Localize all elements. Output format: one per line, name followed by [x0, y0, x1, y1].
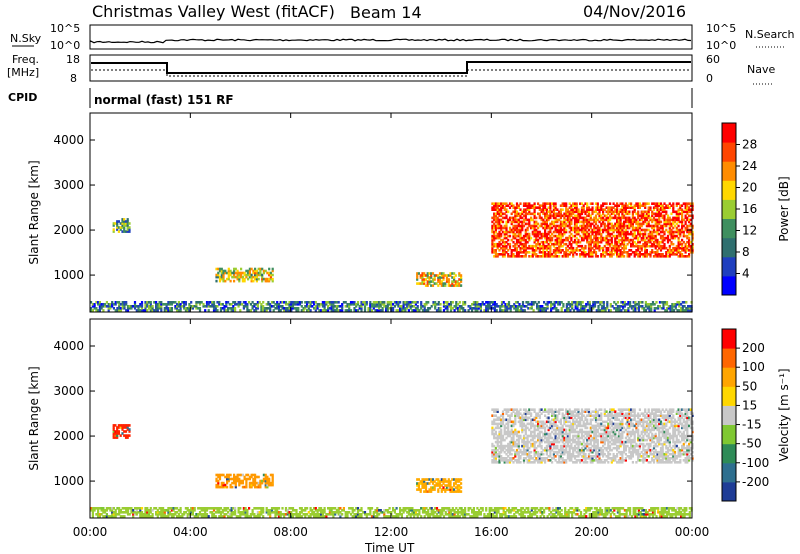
velocity-echo-region [90, 507, 693, 518]
velocity-colorbar-segment [722, 462, 736, 483]
velocity-y-tick-label: 2000 [53, 429, 84, 443]
power-echo-region [491, 202, 694, 258]
velocity-colorbar-segment [722, 348, 736, 368]
power-colorbar-tick-label: 24 [742, 159, 757, 173]
velocity-echo-region [416, 478, 463, 493]
nsky-trace [90, 38, 692, 44]
power-panel: 1000 2000 3000 4000 Slant Range [km] 28 24 20 16… [27, 112, 791, 313]
power-echo-region [416, 272, 463, 287]
velocity-colorbar-segment [722, 443, 736, 464]
velocity-y-tick-label: 3000 [53, 384, 84, 398]
power-colorbar-tick-label: 16 [742, 202, 757, 216]
velocity-y-tick-label: 4000 [53, 339, 84, 353]
freq-label-2: [MHz] [7, 66, 39, 79]
x-tick-label: 00:00 [675, 525, 710, 539]
nsearch-label: N.Search [745, 28, 795, 41]
power-y-tick-label: 3000 [53, 178, 84, 192]
nave-label: Nave [747, 63, 775, 76]
velocity-colorbar-segment [722, 481, 736, 502]
freq-panel [89, 54, 693, 82]
power-echo-region [90, 301, 693, 312]
velocity-colorbar-tick-label: 200 [742, 341, 765, 355]
velocity-colorbar-frame [721, 328, 737, 502]
velocity-colorbar-tick-label: 50 [742, 379, 757, 393]
power-colorbar-tick-label: 4 [742, 267, 750, 281]
velocity-y-tick-label: 1000 [53, 474, 84, 488]
velocity-colorbar-tick-label: -100 [742, 456, 769, 470]
nsearch-tick-top: 10^5 [706, 22, 736, 35]
velocity-colorbar-segment [722, 329, 736, 349]
power-y-tick-label: 1000 [53, 268, 84, 282]
velocity-colorbar-segment [722, 424, 736, 445]
freq-trace [91, 61, 691, 74]
power-colorbar-segment [722, 142, 736, 162]
velocity-colorbar-tick-label: -15 [742, 418, 762, 432]
velocity-colorbar-segment [722, 405, 736, 425]
x-tick-label: 16:00 [474, 525, 509, 539]
velocity-echo-region [112, 424, 131, 439]
power-plot-frame [89, 112, 693, 313]
cpid-value: normal (fast) 151 RF [94, 93, 234, 107]
velocity-colorbar-segment [722, 386, 736, 406]
power-y-tick-label: 4000 [53, 133, 84, 147]
power-colorbar-segment [722, 256, 736, 277]
beam-label: Beam 14 [350, 3, 422, 22]
velocity-colorbar-tick-label: 100 [742, 360, 765, 374]
nsearch-tick-bottom: 10^0 [706, 39, 736, 52]
power-echo-region [112, 218, 131, 233]
nave-tick-top: 60 [706, 53, 720, 66]
power-echo-region [215, 267, 274, 283]
power-colorbar-segment [722, 180, 736, 200]
power-colorbar-segment [722, 218, 736, 239]
power-colorbar-segment [722, 199, 736, 219]
velocity-echo-region [215, 473, 274, 489]
velocity-colorbar-tick-label: -50 [742, 437, 762, 451]
x-tick-label: 00:00 [73, 525, 108, 539]
power-colorbar-tick-label: 8 [742, 245, 750, 259]
freq-label-1: Freq. [12, 53, 39, 66]
x-tick-label: 04:00 [173, 525, 208, 539]
x-tick-label: 20:00 [574, 525, 609, 539]
nsky-tick-top: 10^5 [50, 22, 80, 35]
velocity-colorbar-segment [722, 367, 736, 387]
x-axis-label: Time UT [364, 541, 415, 554]
velocity-y-axis-label: Slant Range [km] [27, 366, 41, 470]
power-colorbar-segment [722, 161, 736, 181]
power-colorbar-segment [722, 123, 736, 143]
x-tick-label: 08:00 [273, 525, 308, 539]
x-tick-label: 12:00 [374, 525, 409, 539]
velocity-panel: 1000 2000 3000 4000 00:00 04:00 08:00 12:00 16:0… [27, 318, 791, 539]
freq-tick-top: 18 [66, 53, 80, 66]
power-y-axis-label: Slant Range [km] [27, 160, 41, 264]
power-colorbar-tick-label: 28 [742, 138, 757, 152]
velocity-echo-region [491, 408, 694, 464]
station-title: Christmas Valley West (fitACF) [92, 2, 335, 21]
cpid-label: CPID [8, 91, 37, 104]
velocity-colorbar-tick-label: -200 [742, 475, 769, 489]
power-colorbar-segment [722, 275, 736, 296]
velocity-colorbar-tick-label: 15 [742, 398, 757, 412]
power-colorbar-tick-label: 20 [742, 181, 757, 195]
freq-tick-bottom: 8 [70, 72, 77, 85]
power-colorbar-label: Power [dB] [777, 176, 791, 241]
date-label: 04/Nov/2016 [583, 2, 686, 21]
nave-tick-bottom: 0 [706, 72, 713, 85]
velocity-colorbar-label: Velocity [m s⁻¹] [777, 368, 791, 461]
nave-trace [91, 69, 691, 77]
power-colorbar-tick-label: 12 [742, 224, 757, 238]
nsky-label: N.Sky [10, 32, 42, 45]
power-colorbar-segment [722, 237, 736, 258]
nsky-panel [89, 24, 693, 50]
power-y-tick-label: 2000 [53, 223, 84, 237]
nsky-tick-bottom: 10^0 [50, 39, 80, 52]
